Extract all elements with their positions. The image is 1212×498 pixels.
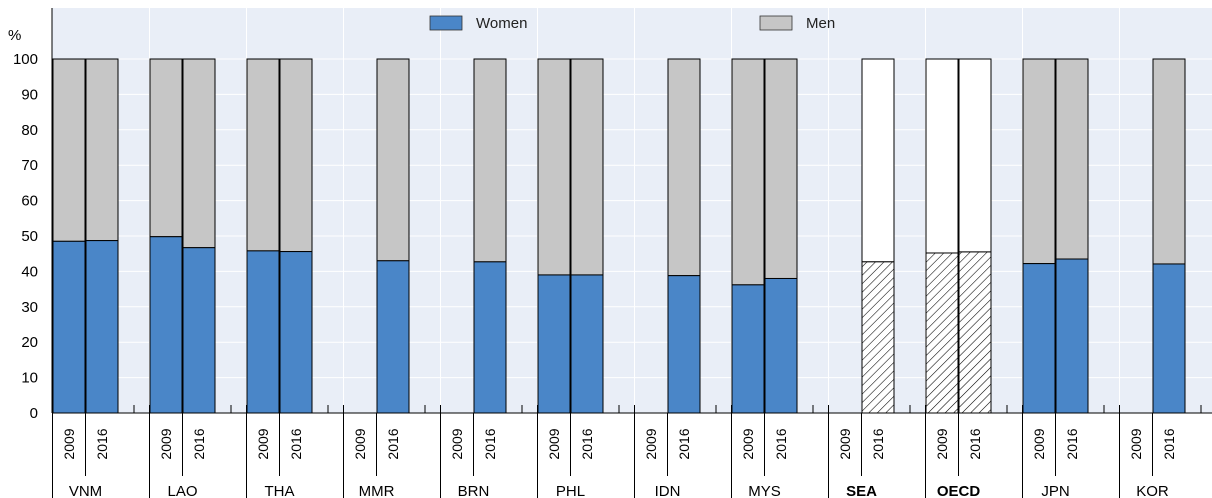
category-label-idn: IDN <box>655 483 681 498</box>
y-axis-unit: % <box>8 27 21 44</box>
bar-men-mys-2009 <box>731 58 765 286</box>
year-tick-label: 2016 <box>579 428 595 459</box>
bar-men-lao-2016 <box>182 58 216 249</box>
bar-women-lao-2009 <box>149 236 183 414</box>
bar-women-phl-2009 <box>537 274 571 414</box>
bar-women-sea-2016 <box>861 261 895 414</box>
year-tick-label: 2009 <box>1128 428 1144 459</box>
year-tick-label: 2009 <box>837 428 853 459</box>
category-label-mys: MYS <box>748 483 781 498</box>
category-label-phl: PHL <box>556 483 585 498</box>
bar-women-idn-2016 <box>667 275 701 414</box>
bar-men-oecd-2009 <box>925 58 959 254</box>
year-tick-label: 2016 <box>385 428 401 459</box>
bar-men-phl-2016 <box>570 58 604 276</box>
bar-women-tha-2016 <box>279 251 313 414</box>
category-label-tha: THA <box>265 483 295 498</box>
bar-women-vnm-2016 <box>85 240 119 414</box>
bar-men-jpn-2016 <box>1055 58 1089 260</box>
bar-men-oecd-2016 <box>958 58 992 253</box>
year-tick-label: 2016 <box>967 428 983 459</box>
y-tick-label: 30 <box>21 299 38 316</box>
bar-men-mmr-2016 <box>376 58 410 262</box>
y-tick-label: 50 <box>21 228 38 245</box>
bar-women-mys-2016 <box>764 277 798 414</box>
bar-men-tha-2016 <box>279 58 313 253</box>
y-tick-label: 100 <box>13 51 38 68</box>
category-label-lao: LAO <box>167 483 197 498</box>
plot-area <box>52 8 1212 413</box>
year-tick-label: 2016 <box>482 428 498 459</box>
year-tick-label: 2016 <box>773 428 789 459</box>
category-label-jpn: JPN <box>1041 483 1069 498</box>
bar-women-tha-2009 <box>246 250 280 414</box>
bar-men-kor-2016 <box>1152 58 1186 265</box>
bar-women-brn-2016 <box>473 261 507 414</box>
category-label-sea: SEA <box>846 483 877 498</box>
year-tick-label: 2009 <box>740 428 756 459</box>
legend-label-men: Men <box>806 15 835 32</box>
category-label-mmr: MMR <box>359 483 395 498</box>
year-tick-label: 2016 <box>1161 428 1177 459</box>
year-tick-label: 2009 <box>449 428 465 459</box>
y-tick-label: 40 <box>21 263 38 280</box>
y-tick-label: 20 <box>21 334 38 351</box>
bar-men-phl-2009 <box>537 58 571 276</box>
legend-swatch-women <box>429 15 463 31</box>
year-tick-label: 2016 <box>191 428 207 459</box>
bar-women-vnm-2009 <box>52 240 86 414</box>
category-label-brn: BRN <box>458 483 490 498</box>
bar-women-jpn-2016 <box>1055 258 1089 414</box>
bar-women-kor-2016 <box>1152 263 1186 414</box>
bar-men-mys-2016 <box>764 58 798 279</box>
year-tick-label: 2016 <box>676 428 692 459</box>
bar-men-vnm-2016 <box>85 58 119 242</box>
year-tick-label: 2009 <box>158 428 174 459</box>
category-label-vnm: VNM <box>69 483 102 498</box>
bar-women-jpn-2009 <box>1022 263 1056 414</box>
bar-men-vnm-2009 <box>52 58 86 242</box>
year-tick-label: 2016 <box>94 428 110 459</box>
year-tick-label: 2009 <box>546 428 562 459</box>
bar-women-mmr-2016 <box>376 260 410 414</box>
y-tick-label: 80 <box>21 122 38 139</box>
category-label-kor: KOR <box>1136 483 1169 498</box>
bar-men-sea-2016 <box>861 58 895 263</box>
bar-men-tha-2009 <box>246 58 280 252</box>
bar-men-lao-2009 <box>149 58 183 238</box>
year-tick-label: 2009 <box>352 428 368 459</box>
y-tick-label: 0 <box>30 405 38 422</box>
year-tick-label: 2009 <box>1031 428 1047 459</box>
legend-label-women: Women <box>476 15 527 32</box>
y-tick-label: 60 <box>21 193 38 210</box>
bar-women-oecd-2009 <box>925 252 959 414</box>
bar-men-jpn-2009 <box>1022 58 1056 265</box>
year-tick-label: 2016 <box>1064 428 1080 459</box>
bar-women-mys-2009 <box>731 284 765 414</box>
bar-men-idn-2016 <box>667 58 701 277</box>
year-tick-label: 2009 <box>934 428 950 459</box>
bar-women-phl-2016 <box>570 274 604 414</box>
y-tick-label: 90 <box>21 86 38 103</box>
year-tick-label: 2009 <box>255 428 271 459</box>
year-tick-label: 2016 <box>870 428 886 459</box>
year-tick-label: 2009 <box>643 428 659 459</box>
year-tick-label: 2009 <box>61 428 77 459</box>
bar-men-brn-2016 <box>473 58 507 263</box>
category-label-oecd: OECD <box>937 483 981 498</box>
y-tick-label: 10 <box>21 370 38 387</box>
legend-swatch-men <box>759 15 793 31</box>
year-tick-label: 2016 <box>288 428 304 459</box>
bar-women-oecd-2016 <box>958 251 992 414</box>
bar-women-lao-2016 <box>182 247 216 414</box>
y-tick-label: 70 <box>21 157 38 174</box>
